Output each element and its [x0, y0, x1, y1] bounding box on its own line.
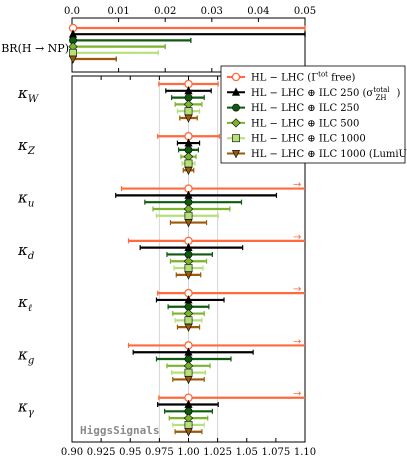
- watermark: HiggsSignals: [80, 424, 159, 437]
- legend-entry-sub: ZH: [376, 94, 387, 102]
- top-axis-tick-label: 0.01: [107, 6, 129, 17]
- br-np-label: BR(H → NP): [1, 42, 69, 55]
- legend-entry-label: HL − LHC ⊕ ILC 1000 (LumiUp): [251, 149, 407, 160]
- overflow-arrow: →: [293, 232, 301, 243]
- marker-triangle-down: [184, 166, 193, 176]
- bottom-axis-tick-label: 0.975: [145, 447, 174, 458]
- legend: HL − LHC (Γtot free) HL − LHC ⊕ ILC 250 (…: [220, 65, 407, 164]
- marker-triangle-down: [231, 150, 241, 159]
- legend-entry-tail: free): [328, 73, 355, 84]
- overflow-arrow: →: [293, 336, 301, 347]
- marker-circle: [231, 72, 241, 82]
- legend-entry-main: HL − LHC ⊕ ILC 1000: [251, 134, 366, 145]
- overflow-arrow: →: [293, 389, 301, 400]
- top-axis-tick-label: 0.03: [201, 6, 223, 17]
- legend-entry-sup: tot: [318, 71, 328, 79]
- marker-triangle-down: [184, 428, 193, 437]
- legend-entry-label: HL − LHC ⊕ ILC 250: [251, 103, 359, 114]
- legend-entry-label: HL − LHC ⊕ ILC 250 (σtotal ZH): [251, 86, 401, 102]
- marker-triangle-down: [184, 219, 193, 228]
- coupling-label: κW: [17, 84, 39, 105]
- coupling-subscript: u: [28, 199, 34, 210]
- legend-entry-main: HL − LHC ⊕ ILC 250 (σ: [251, 88, 373, 99]
- top-axis-tick-label: 0.0: [64, 6, 80, 17]
- legend-entry-main: HL − LHC ⊕ ILC 500: [251, 118, 359, 129]
- marker-diamond: [231, 118, 241, 128]
- coupling-subscript: g: [28, 355, 34, 366]
- bottom-axis-tick-label: 0.95: [119, 447, 141, 458]
- coupling-label: κℓ: [17, 293, 32, 314]
- marker-triangle-down: [184, 271, 193, 280]
- br-panel-frame: [71, 17, 306, 73]
- legend-entry-tail: ): [397, 88, 401, 99]
- marker-triangle-down: [184, 376, 193, 385]
- legend-entry-label: HL − LHC (Γtot free): [251, 71, 355, 84]
- coupling-label: κg: [17, 345, 34, 366]
- coupling-label: κZ: [17, 136, 36, 157]
- marker-triangle-down: [184, 323, 193, 332]
- coupling-subscript: Z: [27, 146, 36, 157]
- legend-entry-label: HL − LHC ⊕ ILC 500: [251, 118, 359, 129]
- marker-square: [184, 107, 193, 116]
- marker-circle: [232, 103, 240, 112]
- overflow-arrow: →: [293, 180, 301, 191]
- marker-square: [184, 368, 193, 377]
- coupling-subscript: γ: [28, 408, 34, 419]
- br-np-panel: BR(H → NP): [1, 23, 306, 64]
- marker-triangle-down: [68, 55, 78, 64]
- bottom-axis-tick-label: 1.05: [236, 447, 258, 458]
- axes: 0.0 0.01 0.02 0.03 0.04 0.05 0.90 0.925 0.95 0.97…: [61, 6, 316, 458]
- bottom-axis-tick-label: 1.00: [177, 447, 199, 458]
- bottom-axis-tick-label: 1.075: [262, 447, 291, 458]
- marker-square: [184, 421, 193, 429]
- bottom-axis-tick-label: 1.10: [294, 447, 316, 458]
- marker-square: [184, 316, 193, 325]
- marker-square: [232, 134, 240, 143]
- legend-entry-main: HL − LHC ⊕ ILC 1000 (LumiUp): [251, 149, 407, 160]
- bottom-axis-tick-label: 0.925: [87, 447, 116, 458]
- bottom-axis-tick-label: 1.025: [203, 447, 232, 458]
- top-axis-tick-label: 0.02: [154, 6, 176, 17]
- coupling-subscript: d: [28, 251, 34, 262]
- legend-entry-sup: total: [373, 86, 390, 94]
- coupling-label: κu: [17, 189, 34, 210]
- marker-triangle-down: [184, 114, 193, 123]
- overflow-arrow: →: [293, 284, 301, 295]
- legend-box: [220, 65, 406, 164]
- kappa-panel: κW κZ κu → κd → κℓ → κg → κγ →: [17, 79, 305, 437]
- coupling-label: κγ: [17, 398, 34, 419]
- bottom-axis-tick-label: 0.90: [61, 447, 83, 458]
- top-axis-tick-label: 0.05: [294, 6, 316, 17]
- marker-square: [69, 48, 77, 57]
- marker-square: [184, 264, 193, 272]
- marker-square: [184, 211, 193, 220]
- marker-square: [184, 159, 193, 168]
- top-axis-tick-label: 0.04: [247, 6, 269, 17]
- legend-entry-main: HL − LHC (Γ: [251, 73, 318, 84]
- legend-entry-main: HL − LHC ⊕ ILC 250: [251, 103, 359, 114]
- coupling-subscript: ℓ: [28, 303, 32, 314]
- marker-triangle: [231, 87, 241, 96]
- legend-entry-label: HL − LHC ⊕ ILC 1000: [251, 134, 366, 145]
- coupling-label: κd: [17, 241, 34, 262]
- coupling-subscript: W: [28, 94, 39, 105]
